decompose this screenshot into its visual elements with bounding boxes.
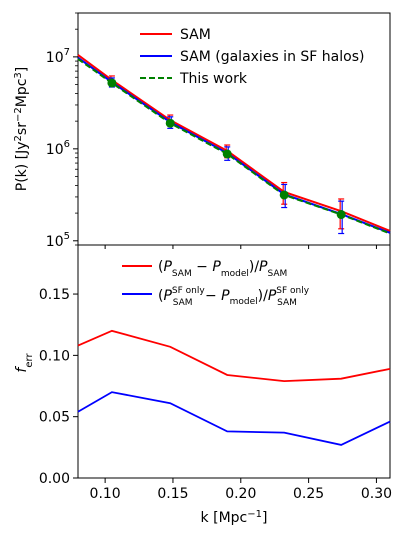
legend-label-sam-sf: SAM (galaxies in SF halos) (180, 49, 364, 65)
legend-label-ferr-sam: (PSAM − Pmodel)/PSAM (158, 259, 287, 279)
top-y-tick-label: 107 (46, 47, 70, 66)
top-x-ticks (104, 245, 377, 249)
data-point (336, 210, 346, 220)
bottom-y-tick-label: 0.10 (39, 348, 70, 364)
legend-label-sam: SAM (180, 27, 211, 43)
bottom-y-tick-label: 0.00 (39, 471, 70, 487)
x-axis-label: k [Mpc−1] (201, 509, 268, 527)
top-legend: SAM SAM (galaxies in SF halos) This work (140, 27, 364, 87)
bottom-y-ticks: 0.00 0.05 0.10 0.15 (39, 287, 78, 487)
data-point (107, 78, 117, 88)
data-point (165, 118, 175, 128)
bottom-x-tick-label: 0.25 (293, 486, 324, 502)
bottom-x-tick-label: 0.20 (225, 486, 256, 502)
bottom-x-tick-label: 0.10 (90, 486, 121, 502)
bottom-series-line-1 (77, 391, 391, 446)
bottom-series (77, 329, 391, 446)
bottom-x-ticks: 0.10 0.15 0.20 0.25 0.30 (90, 478, 392, 502)
bottom-legend: (PSAM − Pmodel)/PSAM (PSF only SAM − Pmod… (122, 259, 310, 308)
data-point (279, 190, 289, 200)
legend-label-this-work: This work (179, 71, 248, 87)
top-series (77, 54, 391, 235)
top-y-tick-label: 106 (46, 139, 70, 158)
bottom-y-axis-label: ferr (14, 353, 35, 373)
bottom-panel: 0.00 0.05 0.10 0.15 0.10 0.15 0.20 0.25 0.30 fe… (14, 244, 392, 527)
bottom-x-tick-label: 0.15 (157, 486, 188, 502)
data-point (222, 149, 232, 159)
top-panel: 105 106 107 P(k) [Jy2sr−2Mpc3] SAM SAM (ga… (13, 12, 391, 250)
bottom-x-tick-label: 0.30 (361, 486, 392, 502)
top-y-axis-label: P(k) [Jy2sr−2Mpc3] (13, 67, 31, 192)
top-y-tick-label: 105 (46, 231, 70, 250)
bottom-y-tick-label: 0.15 (39, 287, 70, 303)
legend-label-ferr-sf: (PSF only SAM − Pmodel)/PSF only SAM (158, 286, 310, 308)
bottom-axes-frame (77, 244, 391, 479)
bottom-series-line-0 (77, 329, 391, 383)
top-y-ticks: 105 106 107 (46, 47, 78, 250)
bottom-y-tick-label: 0.05 (39, 410, 70, 426)
